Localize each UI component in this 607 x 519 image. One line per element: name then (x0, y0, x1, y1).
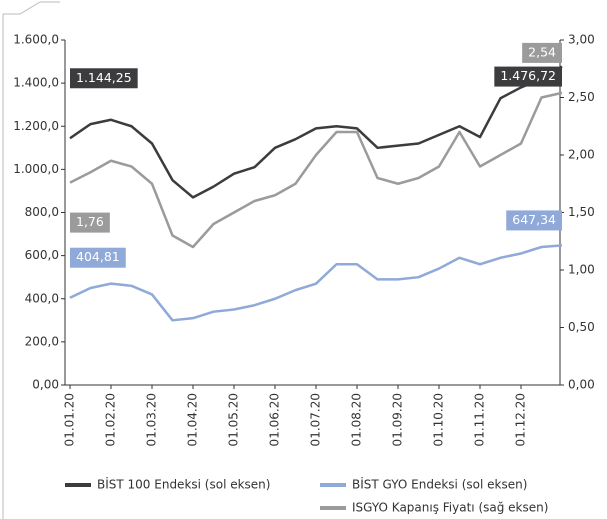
y-tick-label: 0,00 (32, 378, 59, 392)
data-label: 1,76 (76, 214, 104, 229)
x-tick-label: 01.04.20 (186, 393, 200, 446)
data-label-box (70, 212, 110, 233)
y-tick-label: 800,0 (25, 205, 59, 219)
y-tick-label: 400,0 (25, 291, 59, 305)
series-line (69, 244, 563, 322)
y-tick-label: 200,0 (25, 334, 59, 348)
series-line (69, 91, 563, 249)
y2-tick-label: 0,50 (568, 320, 595, 334)
x-tick-label: 01.02.20 (104, 393, 118, 446)
x-tick-label: 01.05.20 (227, 393, 241, 446)
data-label: 2,54 (528, 44, 556, 59)
x-tick-label: 01.10.20 (432, 393, 446, 446)
y-tick-label: 1.000,0 (13, 162, 59, 176)
legend-label: BİST 100 Endeksi (sol eksen) (97, 477, 270, 492)
x-tick-label: 01.06.20 (268, 393, 282, 446)
y2-tick-label: 1,00 (568, 263, 595, 277)
legend-label: BİST GYO Endeksi (sol eksen) (352, 477, 527, 492)
y-tick-label: 600,0 (25, 248, 59, 262)
x-tick-label: 01.08.20 (350, 393, 364, 446)
data-label-box (494, 66, 562, 87)
legend-label: ISGYO Kapanış Fiyatı (sağ eksen) (352, 501, 548, 515)
x-tick-label: 01.07.20 (309, 393, 323, 446)
data-label: 1.476,72 (500, 68, 556, 83)
y2-tick-label: 2,50 (568, 90, 595, 104)
data-label-box (506, 210, 562, 231)
y-tick-label: 1.600,0 (13, 33, 59, 47)
y2-tick-label: 2,00 (568, 148, 595, 162)
data-label-box (522, 42, 562, 63)
x-tick-label: 01.01.20 (63, 393, 77, 446)
data-label-box (70, 68, 138, 89)
x-tick-label: 01.03.20 (145, 393, 159, 446)
data-label-box (70, 247, 126, 268)
data-label: 1.144,25 (76, 70, 132, 85)
frame-corner (3, 1, 60, 15)
y-tick-label: 1.200,0 (13, 119, 59, 133)
y2-tick-label: 1,50 (568, 205, 595, 219)
data-label: 404,81 (76, 249, 120, 264)
x-tick-label: 01.09.20 (391, 393, 405, 446)
series-line (69, 65, 563, 199)
y2-tick-label: 3,00 (568, 33, 595, 47)
x-tick-label: 01.11.20 (473, 393, 487, 446)
x-tick-label: 01.12.20 (514, 393, 528, 446)
data-label: 647,34 (512, 212, 556, 227)
y-tick-label: 1.400,0 (13, 76, 59, 90)
y2-tick-label: 0,00 (568, 378, 595, 392)
